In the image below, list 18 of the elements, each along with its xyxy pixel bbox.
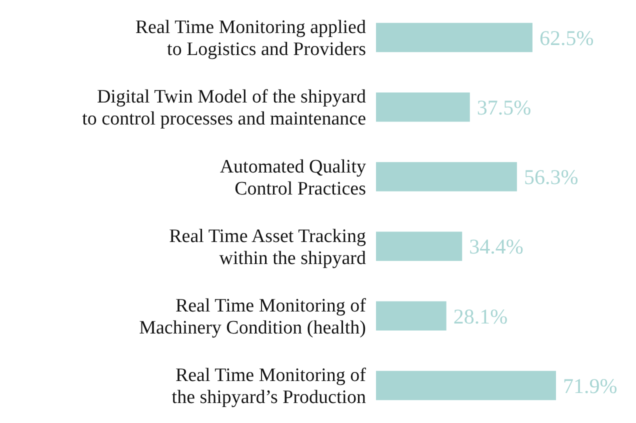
data-label: 71.9% (563, 374, 618, 398)
data-label: 34.4% (469, 234, 524, 259)
bar (376, 232, 462, 261)
bar (376, 370, 556, 400)
y-tick-label: Automated Quality Control Practices (220, 156, 366, 200)
y-tick-label: Real Time Monitoring of Machinery Condition (health) (139, 296, 367, 339)
y-tick-label: Real Time Asset Tracking within the shipyard (169, 226, 366, 269)
bar (376, 92, 470, 122)
data-label: 37.5% (476, 95, 532, 120)
y-tick-label: Digital Twin Model of the shipyard to control processes and maintenance (82, 86, 366, 130)
y-tick-label: Real Time Monitoring applied to Logistics and Providers (135, 17, 366, 60)
bar (376, 301, 446, 331)
data-label: 28.1% (453, 304, 508, 328)
data-label: 56.3% (524, 165, 578, 190)
bar (376, 22, 532, 52)
y-tick-label: Real Time Monitoring of the shipyard’s Production (172, 365, 367, 408)
data-label: 62.5% (539, 26, 594, 50)
bar (376, 162, 517, 192)
